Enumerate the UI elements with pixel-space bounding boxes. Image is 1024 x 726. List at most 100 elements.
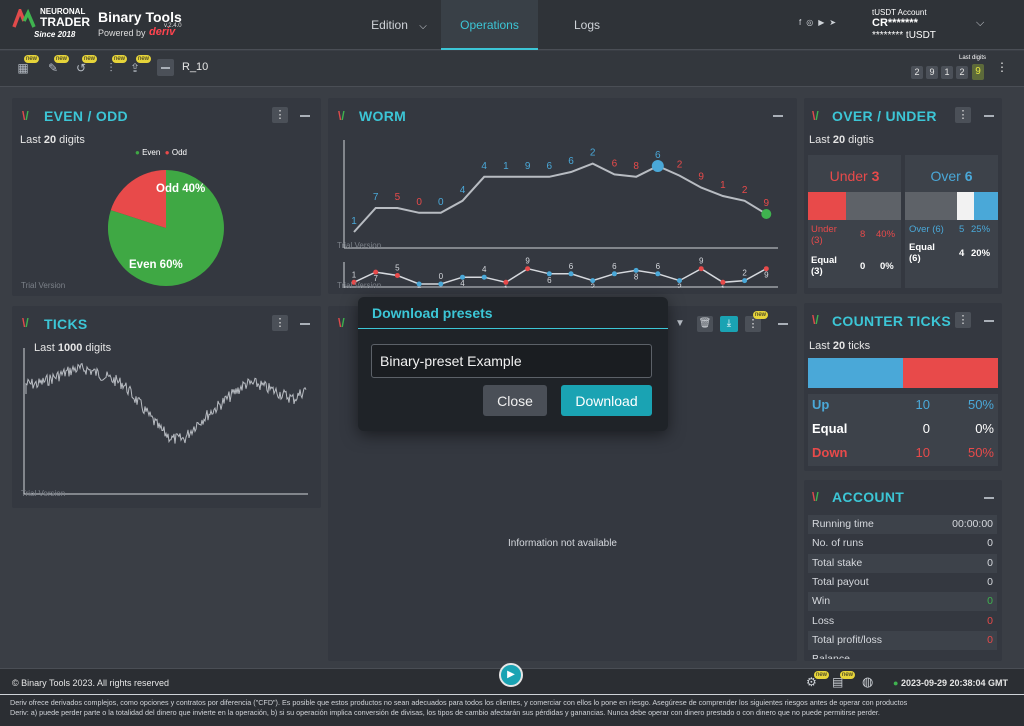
counter-row-label: Up — [812, 397, 830, 412]
globe-icon[interactable]: ◍ — [862, 674, 874, 689]
status-dot-icon: ● — [893, 678, 899, 688]
subtitle-prefix: Last — [809, 134, 830, 146]
counter-row-label: Down — [812, 445, 848, 460]
worm-mini-digit: 2 — [590, 283, 595, 288]
neuronal-trader-logo-icon — [12, 9, 36, 28]
worm-mini-digit: 1 — [352, 270, 357, 279]
even-odd-minimize-icon[interactable] — [300, 115, 310, 117]
legend-dot-even: ● — [135, 148, 140, 157]
trial-version-label: Trial Version — [21, 281, 66, 290]
account-type: tUSDT Account — [872, 8, 927, 17]
over-under-minimize-icon[interactable] — [984, 115, 994, 117]
last-digit-chip: 2 — [911, 66, 923, 79]
play-button[interactable]: ▶ — [499, 663, 523, 687]
worm-title: WORM — [359, 108, 407, 124]
over-bar-equal — [957, 192, 974, 220]
collapse-button[interactable] — [157, 59, 174, 76]
worm-digit-label: 0 — [416, 197, 422, 208]
over-row-count: 5 — [959, 224, 965, 235]
worm-digit-label: 5 — [395, 192, 401, 203]
over-card — [905, 155, 998, 288]
counter-down-bar — [903, 358, 998, 388]
toolbar-menu-icon[interactable]: ⋮ — [996, 60, 1008, 74]
download-button[interactable]: Download — [561, 385, 652, 416]
over-under-menu-icon[interactable]: ⋮ — [955, 107, 971, 123]
preset-name-input[interactable] — [371, 344, 652, 378]
close-button[interactable]: Close — [483, 385, 547, 416]
upload-icon[interactable]: ⇪ new — [129, 55, 152, 75]
account-row: No. of runs 0 — [808, 534, 997, 553]
over-row-label: Over (6) — [909, 224, 944, 235]
dashboard-icon[interactable]: ▦ new — [17, 55, 40, 75]
equal-left-count: 0 — [860, 261, 866, 272]
worm-digit-label: 9 — [698, 172, 704, 183]
account-row-label: Loss — [812, 614, 835, 627]
worm-line — [353, 162, 767, 233]
facebook-icon[interactable]: f — [799, 18, 807, 27]
account-row-value: 0 — [987, 633, 993, 646]
worm-mini-digit: 6 — [569, 262, 574, 271]
trash-icon[interactable]: 🗑 — [697, 316, 713, 332]
counter-ticks-minimize-icon[interactable] — [984, 320, 994, 322]
counter-ticks-title: COUNTER TICKS — [832, 313, 952, 329]
youtube-icon[interactable]: ▶ — [818, 18, 830, 27]
worm-mini-digit: 9 — [699, 257, 704, 266]
counter-up-bar — [808, 358, 903, 388]
subtitle-count: 1000 — [57, 342, 83, 354]
download-presets-modal: Download presets Close Download — [358, 297, 668, 431]
account-currency: ******** tUSDT — [872, 30, 936, 41]
filter-icon[interactable]: ▼ — [675, 318, 685, 329]
ticks-minimize-icon[interactable] — [300, 323, 310, 325]
new-badge: new — [54, 55, 70, 63]
ticks-menu-icon[interactable]: ⋮ — [272, 315, 288, 331]
edit-icon[interactable]: ✎ new — [47, 55, 70, 75]
worm-digit-label: 1 — [351, 216, 357, 227]
account-row-value: 00:00:00 — [952, 518, 993, 530]
worm-digit-label: 7 — [373, 192, 379, 203]
over-under-subtitle: Last 20 digtis — [809, 134, 874, 146]
notes-icon[interactable]: ▤ new — [832, 671, 856, 689]
disclaimer-line-1: Deriv ofrece derivados complejos, como o… — [10, 698, 908, 707]
under-row-pct: 40% — [876, 229, 896, 240]
counter-ticks-menu-icon[interactable]: ⋮ — [955, 312, 971, 328]
account-minimize-icon[interactable] — [984, 497, 994, 499]
worm-mini-point — [633, 267, 639, 273]
account-menu-chevron-icon[interactable]: ⌵ — [976, 17, 985, 29]
subtitle-prefix: Last — [20, 134, 41, 146]
account-row-value: 0 — [987, 575, 993, 588]
operations-menu-icon[interactable]: ⋮ new — [745, 311, 769, 332]
sliders-icon[interactable]: ⫶ new — [109, 55, 128, 75]
reset-icon[interactable]: ↺ new — [75, 55, 98, 75]
under-bar-rest — [846, 192, 901, 220]
nav-operations-label: Operations — [460, 18, 519, 32]
ticks-panel — [12, 306, 321, 508]
new-badge: new — [82, 55, 98, 63]
worm-mini-digit: 2 — [677, 283, 682, 288]
settings-icon[interactable]: ⚙ new — [806, 671, 830, 689]
last-digits-label: Last digits — [959, 55, 987, 61]
operations-minimize-icon[interactable] — [778, 323, 788, 325]
nav-edition[interactable]: Edition ⌵ — [360, 0, 438, 50]
account-row: Total stake 0 — [808, 553, 997, 573]
download-icon[interactable]: ⤓ — [720, 316, 738, 332]
worm-mini-digit: 0 — [417, 286, 422, 288]
instagram-icon[interactable]: ◎ — [806, 18, 819, 27]
under-row-count: 8 — [860, 229, 866, 240]
since-label: Since 2018 — [34, 30, 76, 39]
even-odd-title: EVEN / ODD — [44, 108, 128, 124]
worm-minimize-icon[interactable] — [773, 115, 783, 117]
info-not-available: Information not available — [508, 538, 617, 549]
panel-logo-icon: \/ — [338, 109, 345, 123]
nav-operations[interactable]: Operations — [441, 0, 538, 50]
panel-logo-icon: \/ — [338, 316, 345, 330]
telegram-icon[interactable]: ➤ — [829, 18, 842, 27]
worm-mini-point — [351, 279, 357, 285]
over-heading: Over 6 — [905, 168, 998, 184]
brand-logo[interactable]: NEURONAL TRADER Since 2018 Binary Tools … — [12, 6, 187, 44]
nav-logs[interactable]: Logs — [560, 0, 614, 50]
worm-mini-point — [481, 274, 487, 280]
over-under-title: OVER / UNDER — [832, 108, 937, 124]
even-odd-menu-icon[interactable]: ⋮ — [272, 107, 288, 123]
panel-logo-icon: \/ — [812, 313, 819, 327]
over-heading-value: 6 — [964, 168, 973, 184]
